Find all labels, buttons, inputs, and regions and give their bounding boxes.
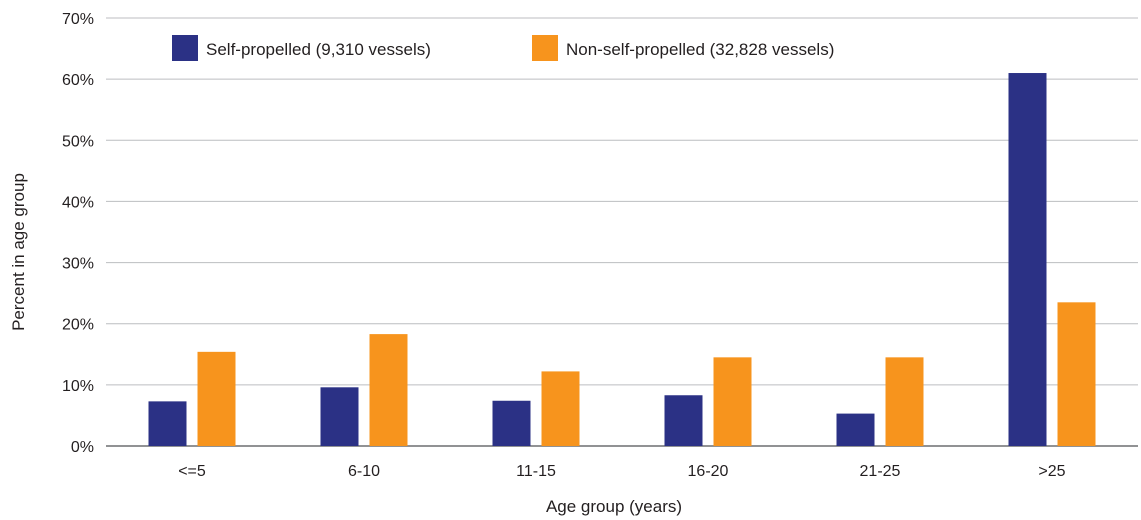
x-tick-label: <=5	[178, 463, 206, 480]
y-tick-labels: 0% 10% 20% 30% 40% 50% 60% 70%	[62, 11, 94, 456]
legend-label: Self-propelled (9,310 vessels)	[206, 40, 431, 59]
x-tick-label: 16-20	[688, 463, 729, 480]
legend: Self-propelled (9,310 vessels) Non-self-p…	[172, 35, 834, 61]
x-tick-label: >25	[1038, 463, 1065, 480]
x-tick-label: 11-15	[516, 463, 556, 480]
y-tick-label: 40%	[62, 194, 94, 211]
x-tick-label: 6-10	[348, 463, 380, 480]
legend-label: Non-self-propelled (32,828 vessels)	[566, 40, 834, 59]
bar-non-self-propelled	[369, 334, 408, 446]
bar-self-propelled	[1008, 73, 1047, 447]
bar-non-self-propelled	[197, 351, 236, 446]
bar-self-propelled	[320, 387, 359, 446]
bar-self-propelled	[836, 413, 875, 446]
y-tick-label: 30%	[62, 256, 94, 273]
bar-self-propelled	[664, 395, 703, 446]
bar-non-self-propelled	[1057, 302, 1096, 446]
y-axis-title: Percent in age group	[9, 173, 28, 331]
legend-swatch	[172, 35, 198, 61]
y-tick-label: 60%	[62, 72, 94, 89]
y-tick-label: 10%	[62, 378, 94, 395]
legend-swatch	[532, 35, 558, 61]
y-tick-label: 0%	[71, 439, 94, 456]
y-tick-label: 70%	[62, 11, 94, 28]
y-tick-label: 50%	[62, 133, 94, 150]
bar-non-self-propelled	[885, 357, 924, 446]
y-tick-label: 20%	[62, 317, 94, 334]
bar-self-propelled	[148, 401, 187, 446]
bar-non-self-propelled	[713, 357, 752, 446]
x-tick-labels: <=5 6-10 11-15 16-20 21-25 >25	[178, 463, 1065, 480]
x-tick-label: 21-25	[860, 463, 901, 480]
bars	[148, 73, 1096, 447]
bar-self-propelled	[492, 400, 531, 446]
bar-non-self-propelled	[541, 371, 580, 446]
x-axis-title: Age group (years)	[546, 497, 682, 516]
gridlines	[106, 17, 1138, 447]
